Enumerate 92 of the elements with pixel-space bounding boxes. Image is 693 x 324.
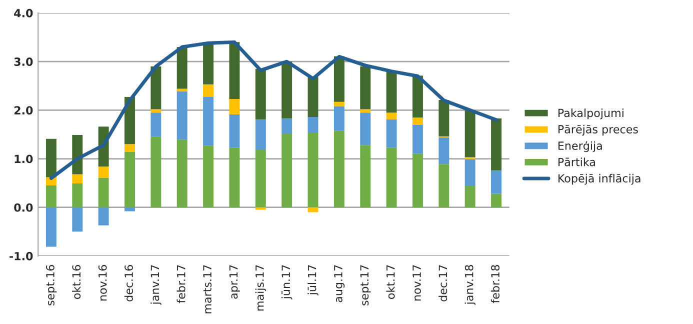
bar xyxy=(464,159,476,186)
bar xyxy=(176,46,188,89)
bar xyxy=(150,112,162,137)
legend-label: Kopējā inflācija xyxy=(558,174,640,185)
bar xyxy=(124,152,135,208)
y-tick-label: 4.0 xyxy=(14,8,33,18)
bar xyxy=(72,207,83,232)
bar xyxy=(308,76,318,117)
y-tick-label: 0.0 xyxy=(14,203,33,212)
bar xyxy=(124,144,135,152)
x-tick-label: maijs.17 xyxy=(255,265,266,311)
x-tick-label: dec.17 xyxy=(438,265,448,302)
bar xyxy=(360,145,371,208)
legend-label: Pārējās preces xyxy=(558,124,638,136)
bar xyxy=(229,114,240,148)
bar xyxy=(491,118,502,170)
x-tick-label: dec.16 xyxy=(124,264,133,302)
x-tick-label: sept.16 xyxy=(46,264,57,306)
bar xyxy=(334,102,344,106)
bar xyxy=(98,178,109,208)
bar xyxy=(491,194,502,208)
bar xyxy=(438,137,450,164)
bar xyxy=(334,130,344,208)
bar xyxy=(386,112,397,120)
bar xyxy=(229,42,240,99)
bar xyxy=(150,109,162,113)
y-tick-label: 1.0 xyxy=(14,154,33,164)
bar xyxy=(438,164,450,208)
y-tick-label: -1.0 xyxy=(10,252,33,260)
x-tick-label: jūl.17 xyxy=(308,265,318,296)
x-tick-label: aug.17 xyxy=(334,265,345,302)
bar xyxy=(46,138,56,178)
bar xyxy=(412,124,423,154)
y-tick-label: 2.0 xyxy=(14,106,33,115)
bar xyxy=(98,207,109,226)
y-tick-label: 3.0 xyxy=(14,58,33,66)
bar xyxy=(334,56,344,102)
bar xyxy=(255,207,266,210)
x-tick-label: febr.18 xyxy=(490,265,500,304)
bar xyxy=(72,184,83,208)
bar xyxy=(360,112,371,146)
bar xyxy=(72,174,83,184)
x-tick-label: nov.17 xyxy=(412,265,421,301)
bar xyxy=(124,207,135,212)
bar xyxy=(282,62,292,118)
bar xyxy=(412,117,423,125)
legend-label: Pakalpojumi xyxy=(558,108,624,120)
bar xyxy=(46,185,56,208)
bar xyxy=(255,119,266,150)
x-tick-label: okt.16 xyxy=(72,264,81,299)
bar xyxy=(334,106,344,131)
x-tick-label: apr.17 xyxy=(229,265,240,299)
bar xyxy=(255,68,266,120)
x-tick-label: febr.17 xyxy=(176,265,186,304)
bar xyxy=(386,148,397,208)
bar xyxy=(282,133,292,208)
bar xyxy=(229,98,240,115)
bar xyxy=(464,185,476,208)
bar xyxy=(150,136,162,208)
line-series xyxy=(49,40,498,180)
x-tick-label: marts.17 xyxy=(203,265,212,314)
bar xyxy=(255,150,266,208)
bar xyxy=(360,66,371,110)
bar xyxy=(386,119,397,148)
bar xyxy=(412,154,423,208)
bar xyxy=(46,207,56,247)
bar xyxy=(360,109,371,113)
bar xyxy=(176,139,188,208)
bar xyxy=(176,91,188,140)
bar xyxy=(150,66,162,110)
bar xyxy=(386,70,397,113)
legend-label: Enerģija xyxy=(558,141,602,152)
bar xyxy=(491,170,502,194)
bar xyxy=(203,43,214,84)
bar xyxy=(203,84,214,98)
bar xyxy=(229,148,240,208)
bar xyxy=(98,166,109,178)
x-tick-label: janv.17 xyxy=(150,265,162,305)
bar xyxy=(412,76,423,118)
bar xyxy=(438,100,450,136)
bar xyxy=(203,97,214,146)
x-tick-label: jūn.17 xyxy=(281,265,292,300)
bar xyxy=(308,116,318,133)
bar xyxy=(308,132,318,208)
bar xyxy=(464,110,476,158)
bar xyxy=(282,118,292,134)
x-tick-label: nov.16 xyxy=(98,264,107,301)
bar xyxy=(203,146,214,208)
x-tick-label: janv.18 xyxy=(464,265,476,305)
x-tick-label: sept.17 xyxy=(360,265,371,306)
x-tick-label: okt.17 xyxy=(386,265,395,299)
legend-label: Pārtika xyxy=(558,158,595,166)
